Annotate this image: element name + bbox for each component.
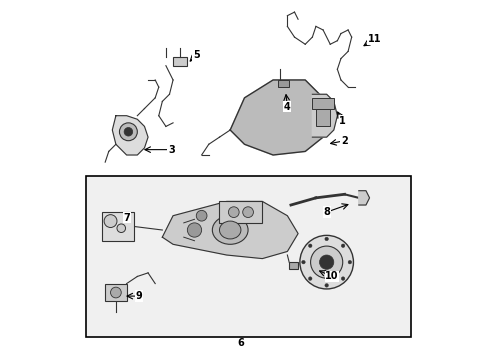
Circle shape bbox=[104, 215, 117, 228]
Circle shape bbox=[341, 277, 344, 280]
Bar bbox=[315, 109, 329, 126]
Circle shape bbox=[196, 210, 206, 221]
FancyBboxPatch shape bbox=[85, 176, 410, 337]
Bar bbox=[288, 262, 298, 269]
Circle shape bbox=[242, 207, 253, 217]
Circle shape bbox=[117, 224, 125, 233]
Text: 7: 7 bbox=[123, 212, 130, 222]
Text: 6: 6 bbox=[237, 338, 244, 347]
Text: 10: 10 bbox=[325, 271, 338, 282]
Circle shape bbox=[324, 237, 328, 241]
Text: 4: 4 bbox=[284, 102, 290, 112]
Text: 2: 2 bbox=[341, 136, 347, 146]
Text: 9: 9 bbox=[136, 291, 142, 301]
Bar bbox=[102, 212, 134, 241]
Circle shape bbox=[301, 260, 305, 264]
Polygon shape bbox=[230, 80, 326, 155]
Polygon shape bbox=[358, 191, 369, 205]
Bar bbox=[312, 98, 333, 109]
Bar bbox=[278, 80, 288, 87]
Bar bbox=[105, 284, 126, 301]
Text: 1: 1 bbox=[339, 116, 346, 126]
Circle shape bbox=[308, 277, 311, 280]
Circle shape bbox=[319, 255, 333, 269]
Polygon shape bbox=[112, 116, 148, 155]
Circle shape bbox=[308, 244, 311, 248]
Circle shape bbox=[119, 123, 137, 141]
Ellipse shape bbox=[212, 216, 247, 244]
Circle shape bbox=[187, 223, 201, 237]
Circle shape bbox=[324, 284, 328, 287]
Bar bbox=[219, 202, 262, 223]
Circle shape bbox=[110, 287, 121, 298]
Polygon shape bbox=[162, 202, 298, 258]
Bar bbox=[173, 57, 187, 66]
Text: 5: 5 bbox=[192, 50, 199, 60]
Text: 11: 11 bbox=[367, 34, 381, 44]
Polygon shape bbox=[312, 94, 337, 137]
Circle shape bbox=[310, 246, 342, 278]
Ellipse shape bbox=[219, 221, 241, 239]
Circle shape bbox=[299, 235, 353, 289]
Text: 8: 8 bbox=[323, 207, 329, 217]
Circle shape bbox=[228, 207, 239, 217]
Text: 3: 3 bbox=[167, 145, 174, 155]
Circle shape bbox=[341, 244, 344, 248]
Circle shape bbox=[347, 260, 351, 264]
Circle shape bbox=[124, 127, 132, 136]
